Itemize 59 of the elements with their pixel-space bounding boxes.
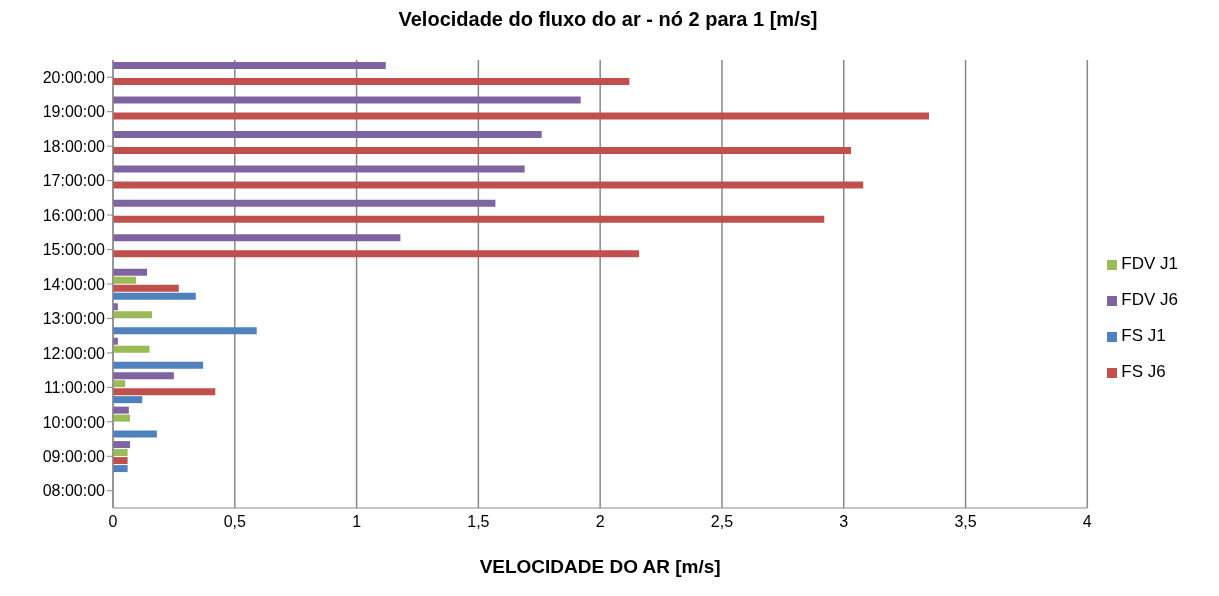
y-tick-label: 08:00:00	[42, 482, 106, 500]
y-tick-label: 19:00:00	[42, 103, 106, 121]
bar	[113, 457, 128, 465]
bar	[113, 406, 129, 414]
bar	[113, 250, 640, 258]
bar	[113, 276, 137, 284]
x-tick-label: 3	[839, 513, 849, 531]
bar	[113, 181, 864, 189]
bar	[113, 130, 542, 138]
bar	[113, 380, 126, 388]
bar	[113, 112, 929, 120]
bar	[113, 215, 825, 223]
bar	[113, 165, 525, 173]
y-tick-label: 16:00:00	[42, 206, 106, 224]
x-tick-label: 3,5	[954, 513, 977, 531]
bar	[113, 372, 174, 380]
bar	[113, 199, 496, 207]
bar	[113, 292, 196, 300]
y-tick-label: 15:00:00	[42, 241, 106, 259]
bar	[113, 268, 148, 276]
bar	[113, 146, 852, 154]
bar	[113, 234, 401, 242]
x-tick-label: 1	[352, 513, 362, 531]
x-tick-label: 2,5	[710, 513, 734, 531]
bar	[113, 414, 131, 422]
y-tick-label: 10:00:00	[42, 413, 106, 431]
x-tick-label: 0,5	[223, 513, 247, 531]
x-tick-label: 0	[108, 513, 118, 531]
bar	[113, 388, 216, 396]
bar	[113, 430, 157, 438]
bar	[113, 96, 581, 104]
chart-title: Velocidade do fluxo do ar - nó 2 para 1 [m/s]	[397, 8, 819, 32]
y-tick-label: 18:00:00	[42, 137, 106, 155]
bar	[113, 361, 204, 369]
bar	[113, 327, 257, 335]
x-tick-label: 1,5	[467, 513, 490, 531]
bar	[113, 449, 128, 457]
x-tick-label: 4	[1082, 513, 1092, 531]
legend-label: FDV J1	[1121, 254, 1178, 273]
y-tick-label: 11:00:00	[43, 379, 106, 397]
bar	[113, 62, 386, 69]
y-tick-label: 17:00:00	[42, 172, 106, 190]
bar	[113, 396, 143, 404]
y-tick-label: 20:00:00	[42, 68, 106, 86]
legend-label: FDV J6	[1121, 290, 1178, 309]
bar	[113, 78, 630, 85]
y-tick-label: 13:00:00	[42, 310, 106, 328]
y-tick-label: 12:00:00	[42, 344, 106, 362]
x-tick-label: 2	[595, 513, 605, 531]
x-axis-title: VELOCIDADE DO AR [m/s]	[479, 556, 721, 577]
y-tick-label: 09:00:00	[42, 447, 106, 465]
bar	[113, 284, 179, 292]
bar	[113, 465, 128, 473]
legend-label: FS J1	[1121, 326, 1166, 345]
bar	[113, 311, 152, 319]
bar	[113, 345, 150, 353]
legend-label: FS J6	[1121, 362, 1166, 381]
y-tick-label: 14:00:00	[42, 275, 106, 293]
bar	[113, 441, 131, 449]
